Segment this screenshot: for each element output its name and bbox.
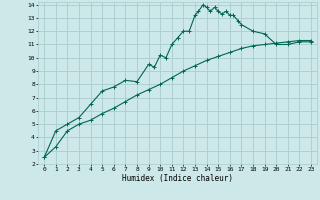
X-axis label: Humidex (Indice chaleur): Humidex (Indice chaleur) bbox=[122, 174, 233, 183]
